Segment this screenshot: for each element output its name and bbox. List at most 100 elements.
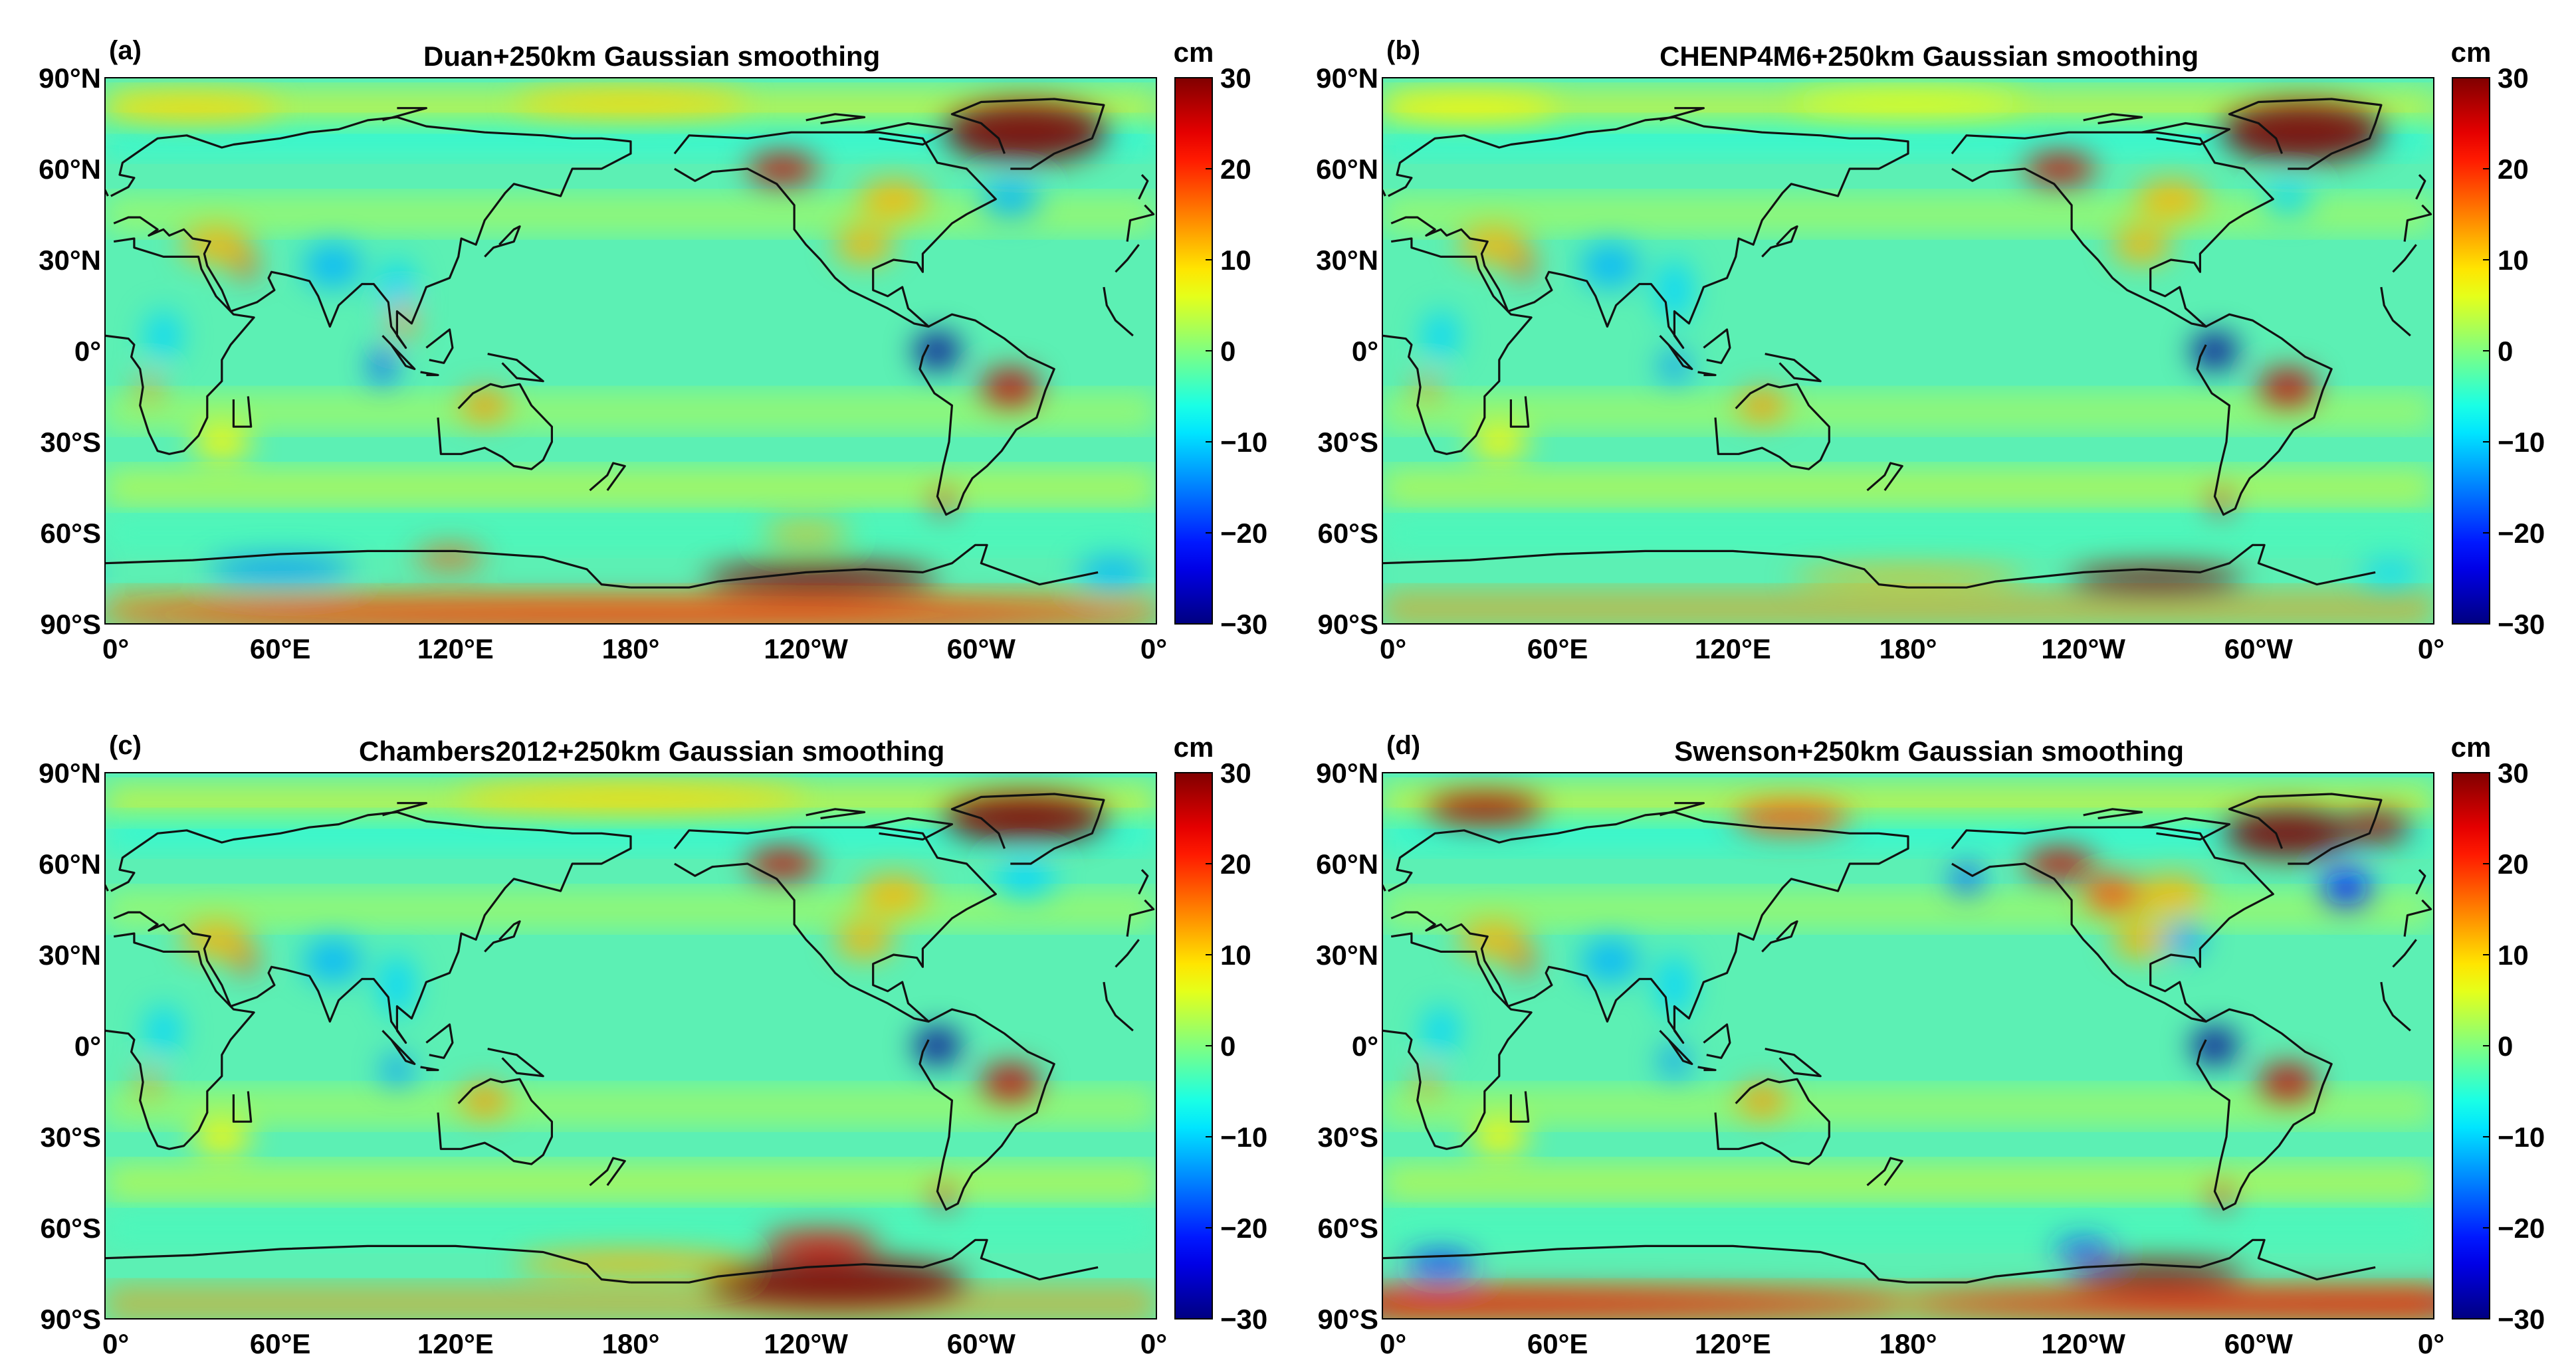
lon-tick-label: 120°E [417, 1328, 494, 1359]
colorbar-tick-label: 10 [2498, 939, 2529, 971]
colorbar-tick-label: 20 [2498, 153, 2529, 185]
lon-tick-label: 0° [2418, 633, 2444, 664]
colorbar-unit: cm [2451, 732, 2492, 763]
panel-title: Chambers2012+250km Gaussian smoothing [359, 735, 944, 767]
colorbar-tick-label: 10 [1220, 245, 1251, 276]
lon-tick-label: 60°E [250, 633, 311, 664]
lon-tick-label: 180° [602, 1328, 660, 1359]
colorbar-tick-label: −30 [2498, 609, 2545, 640]
colorbar-tick-label: −30 [1220, 1304, 1267, 1335]
panel-letter: (a) [109, 36, 142, 65]
map-frame [104, 772, 1157, 1320]
colorbar-tick-label: 10 [1220, 939, 1251, 971]
colorbar-tick-label: 20 [1220, 848, 1251, 880]
colorbar-unit: cm [2451, 37, 2492, 68]
lat-tick-label: 60°S [40, 1213, 101, 1244]
lat-tick-label: 60°S [40, 518, 101, 549]
lon-tick-label: 120°W [2041, 1328, 2125, 1359]
lon-tick-label: 0° [1380, 633, 1406, 664]
lon-tick-label: 0° [1380, 1328, 1406, 1359]
lon-tick-label: 120°W [2041, 633, 2125, 664]
map-panel: (b) CHENP4M6+250km Gaussian smoothing 90°N… [1316, 36, 2545, 664]
lat-tick-label: 0° [74, 1030, 101, 1062]
lon-tick-label: 60°W [2224, 1328, 2294, 1359]
map-panel: (d) Swenson+250km Gaussian smoothing 90°N 6… [1316, 731, 2545, 1359]
panel-title: Swenson+250km Gaussian smoothing [1674, 735, 2184, 767]
colorbar-tick-label: −20 [2498, 1213, 2545, 1244]
lon-tick-label: 0° [2418, 1328, 2444, 1359]
lat-tick-label: 90°S [1317, 1304, 1378, 1335]
lat-tick-label: 90°S [40, 1304, 101, 1335]
lat-tick-label: 30°N [1316, 939, 1378, 971]
lon-tick-label: 0° [1140, 633, 1167, 664]
map-field [1382, 78, 2434, 624]
lat-tick-label: 90°N [39, 757, 101, 789]
colorbar-tick-label: −20 [1220, 518, 1267, 549]
lon-tick-label: 120°E [1695, 1328, 1771, 1359]
panel-letter: (b) [1386, 36, 1420, 65]
lon-tick-label: 60°E [1527, 633, 1588, 664]
coastlines [105, 98, 1155, 589]
lat-tick-label: 90°S [40, 609, 101, 640]
coastlines [1382, 98, 2432, 589]
lat-tick-label: 60°N [1316, 153, 1378, 185]
map-panel: (c) Chambers2012+250km Gaussian smoothing… [39, 731, 1267, 1359]
map-field [105, 78, 1156, 624]
colorbar-tick-label: −20 [1220, 1213, 1267, 1244]
panel-letter: (c) [109, 731, 142, 760]
lat-tick-label: 60°S [1317, 1213, 1378, 1244]
lat-tick-label: 60°N [39, 153, 101, 185]
lon-tick-label: 60°W [947, 633, 1016, 664]
map-field [1382, 773, 2434, 1319]
lon-tick-label: 120°E [1695, 633, 1771, 664]
colorbar-unit: cm [1174, 732, 1214, 763]
colorbar-tick-label: −10 [1220, 427, 1267, 458]
lon-tick-label: 120°W [764, 633, 848, 664]
lat-tick-label: 60°N [1316, 848, 1378, 880]
map-frame [1382, 77, 2434, 625]
panel-letter: (d) [1386, 731, 1420, 760]
map-field [105, 773, 1156, 1319]
map-frame [1382, 772, 2434, 1320]
lon-tick-label: 60°W [2224, 633, 2294, 664]
lat-tick-label: 90°N [39, 62, 101, 94]
colorbar-tick-label: 0 [1220, 1030, 1235, 1062]
lat-tick-label: 30°N [39, 245, 101, 276]
lon-tick-label: 60°E [250, 1328, 311, 1359]
colorbar-tick-label: 20 [2498, 848, 2529, 880]
colorbar-tick-label: −10 [2498, 427, 2545, 458]
lat-tick-label: 60°N [39, 848, 101, 880]
colorbar-tick-label: −20 [2498, 518, 2545, 549]
map-frame [104, 77, 1157, 625]
lat-tick-label: 30°S [1317, 1122, 1378, 1153]
colorbar-tick-label: 30 [2498, 62, 2529, 94]
lat-tick-label: 0° [74, 336, 101, 367]
lat-tick-label: 60°S [1317, 518, 1378, 549]
colorbar-tick-label: 30 [1220, 757, 1251, 789]
colorbar-tick-label: 0 [2498, 336, 2513, 367]
colorbar-tick-label: −10 [2498, 1122, 2545, 1153]
lat-tick-label: 30°N [39, 939, 101, 971]
lat-tick-label: 30°S [1317, 427, 1378, 458]
lon-tick-label: 120°E [417, 633, 494, 664]
lon-tick-label: 180° [1879, 633, 1937, 664]
colorbar-tick-label: 30 [2498, 757, 2529, 789]
lat-tick-label: 0° [1352, 336, 1378, 367]
colorbar-tick-label: −30 [1220, 609, 1267, 640]
colorbar-tick-label: −30 [2498, 1304, 2545, 1335]
panel-title: CHENP4M6+250km Gaussian smoothing [1660, 41, 2199, 72]
lon-tick-label: 120°W [764, 1328, 848, 1359]
lat-tick-label: 0° [1352, 1030, 1378, 1062]
colorbar-tick-label: 0 [2498, 1030, 2513, 1062]
colorbar-tick-label: 30 [1220, 62, 1251, 94]
colorbar-tick-label: −10 [1220, 1122, 1267, 1153]
lon-tick-label: 60°E [1527, 1328, 1588, 1359]
map-panel: (a) Duan+250km Gaussian smoothing 90°N 60°N… [39, 36, 1267, 664]
lon-tick-label: 0° [102, 1328, 129, 1359]
lat-tick-label: 90°S [1317, 609, 1378, 640]
panel-title: Duan+250km Gaussian smoothing [423, 41, 880, 72]
coastlines [1382, 793, 2432, 1284]
lon-tick-label: 60°W [947, 1328, 1016, 1359]
